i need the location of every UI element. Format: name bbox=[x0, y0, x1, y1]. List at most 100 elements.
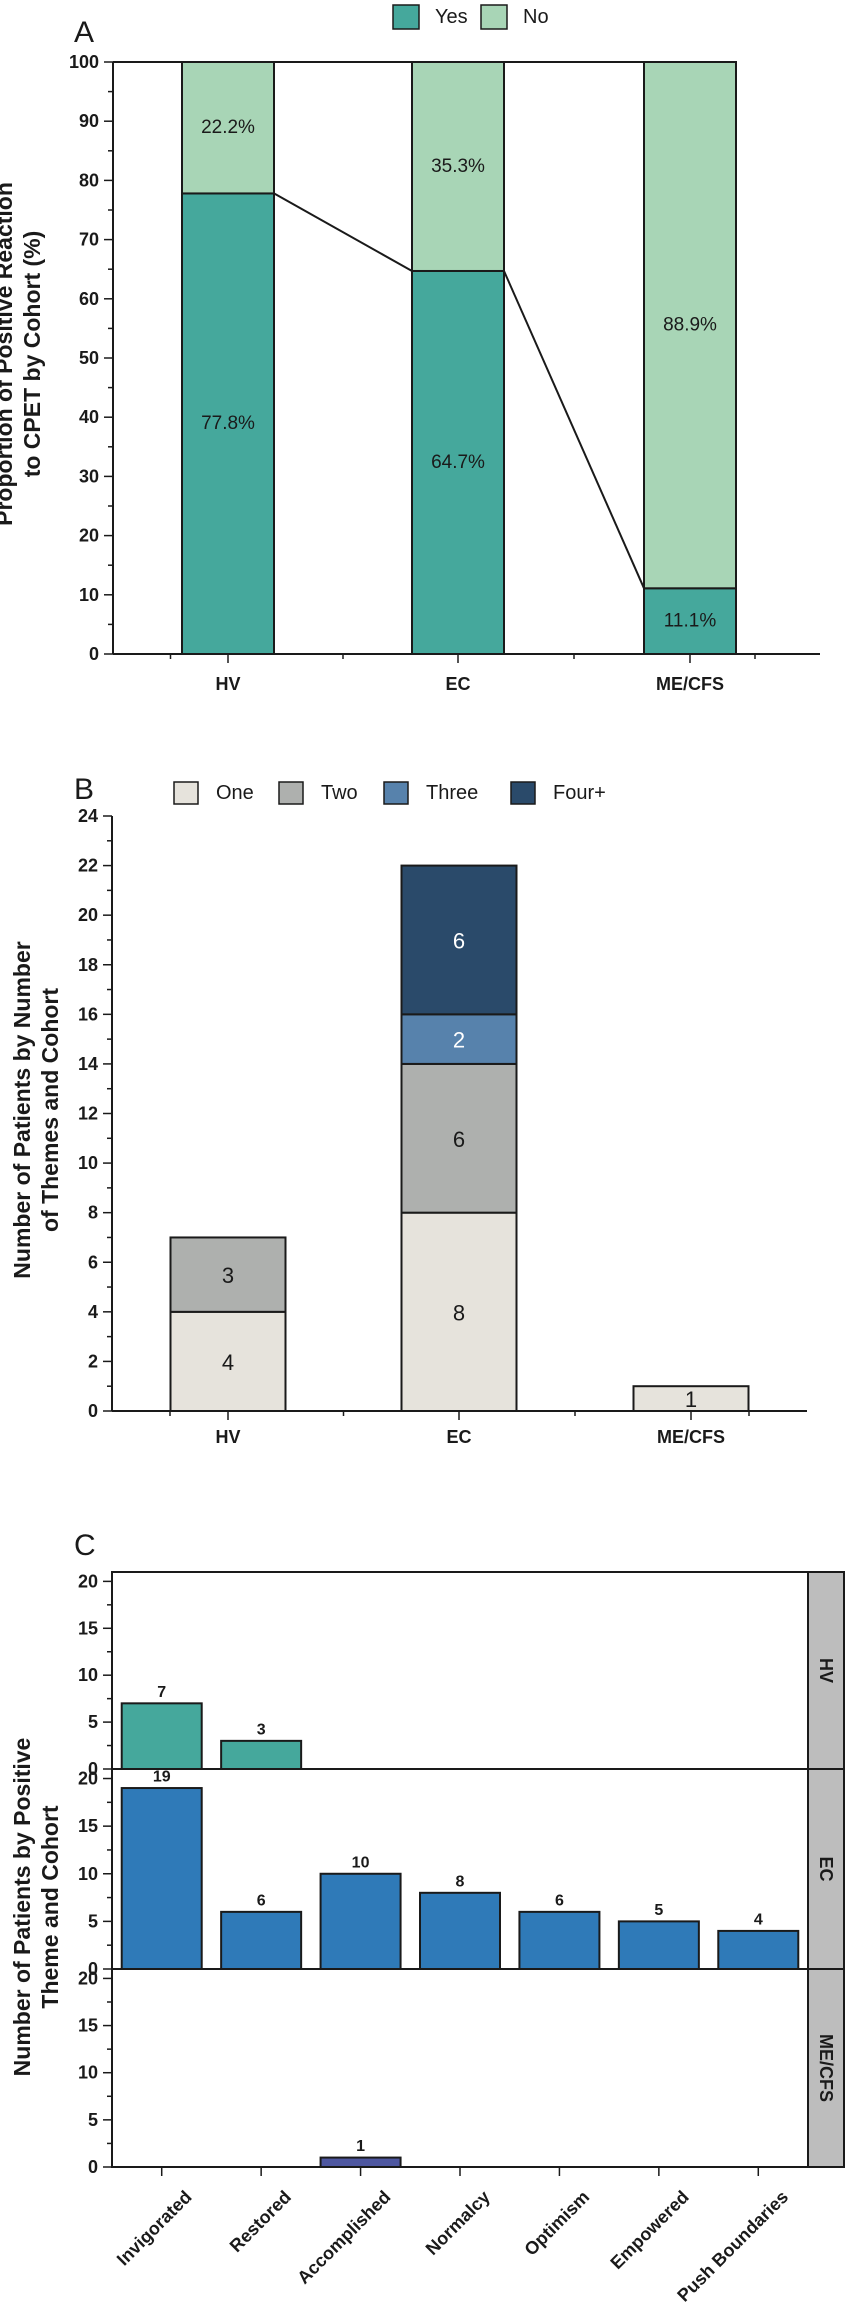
panel-b-y-tick-label: 6 bbox=[88, 1252, 98, 1272]
panel-c-facet-me-cfs-y-tick-label: 5 bbox=[88, 2110, 98, 2130]
panel-c-facet-hv-y-tick-label: 5 bbox=[88, 1712, 98, 1732]
panel-c-facet-ec-data-label-optimism: 6 bbox=[555, 1892, 564, 1909]
panel-b-y-tick-label: 20 bbox=[78, 905, 98, 925]
panel-c-facet-me-cfs-y-tick-label: 15 bbox=[78, 2016, 98, 2036]
panel-b-ylabel-line-1: Number of Patients by Number bbox=[9, 941, 35, 1278]
panel-c-facet-ec-data-label-push-boundaries: 4 bbox=[754, 1911, 763, 1928]
panel-a-data-label-me-cfs-no: 88.9% bbox=[663, 315, 717, 336]
panel-c-facet-me-cfs-data-label-accomplished: 1 bbox=[356, 2138, 365, 2155]
panel-a-data-label-hv-no: 22.2% bbox=[201, 117, 255, 138]
panel-a-bar-ec-no bbox=[411, 61, 505, 272]
panel-b-legend-label-three: Three bbox=[426, 782, 478, 804]
panel-a-x-tick-label-ec: EC bbox=[445, 674, 470, 694]
panel-a-y-tick-label: 100 bbox=[69, 52, 99, 72]
panel-a-legend-swatch-yes bbox=[392, 4, 420, 30]
panel-c-facet-ec-bar-accomplished bbox=[319, 1872, 402, 1971]
panel-b-data-label-ec-three: 2 bbox=[453, 1028, 465, 1053]
panel-a-connector-line bbox=[273, 192, 413, 272]
panel-a-y-tick-label: 50 bbox=[79, 348, 99, 368]
panel-a-connector-line bbox=[503, 270, 645, 589]
panel-c-facet-me-cfs-strip bbox=[807, 1968, 845, 2168]
panel-c-facet-me-cfs-y-tick-label: 10 bbox=[78, 2063, 98, 2083]
panel-a-bar-ec-yes bbox=[411, 269, 505, 655]
panel-a-y-tick-label: 10 bbox=[79, 585, 99, 605]
panel-b-y-tick-label: 12 bbox=[78, 1104, 98, 1124]
panel-a-legend-label-no: No bbox=[523, 6, 549, 28]
panel-b-legend: One Two Three Four+ bbox=[173, 781, 606, 805]
panel-c-facet-ec-y-tick-label: 0 bbox=[88, 1959, 98, 1979]
panel-b-y-tick-label: 22 bbox=[78, 856, 98, 876]
panel-c-facet-hv-y-tick-label: 20 bbox=[78, 1571, 98, 1591]
panel-a-bars: 77.8% 22.2% 64.7% 35.3% 11.1% 88.9% bbox=[181, 61, 737, 656]
panel-a-data-label-hv-yes: 77.8% bbox=[201, 413, 255, 434]
panel-c-facet-hv-y-tick-label: 10 bbox=[78, 1665, 98, 1685]
panel-c-facet-ec-bar-push-boundaries bbox=[717, 1929, 800, 1971]
panel-c-facet-ec-y-tick-label: 20 bbox=[78, 1769, 98, 1789]
panel-a-legend: Yes No bbox=[392, 4, 549, 30]
panel-b-y-tick-label: 14 bbox=[78, 1054, 98, 1074]
panel-c-facet-hv-data-label-restored: 3 bbox=[257, 1721, 266, 1738]
panel-b-y-tick-label: 8 bbox=[88, 1203, 98, 1223]
panel-c-facet-ec-data-label-normalcy: 8 bbox=[456, 1873, 465, 1890]
panel-b-y-tick-label: 18 bbox=[78, 955, 98, 975]
panel-b-legend-label-two: Two bbox=[321, 782, 358, 804]
panel-a-letter: A bbox=[74, 16, 94, 49]
panel-a-y-tick-label: 60 bbox=[79, 289, 99, 309]
panel-b-bar-hv-two bbox=[169, 1236, 287, 1313]
panel-a-data-label-ec-yes: 64.7% bbox=[431, 452, 485, 473]
panel-a-legend-swatch-no bbox=[480, 4, 508, 30]
panel-c-facet-hv-data-label-invigorated: 7 bbox=[157, 1684, 166, 1701]
panel-b-legend-swatch-four bbox=[510, 781, 536, 805]
panel-c-facet-me-cfs-y-tick-label: 0 bbox=[88, 2157, 98, 2177]
panel-c-facet-ec-bar-normalcy bbox=[419, 1891, 501, 1971]
panel-a: A Proportion of Positive Reaction to CPE… bbox=[0, 4, 820, 694]
panel-b-y-tick-label: 24 bbox=[78, 806, 98, 826]
panel-a-y-tick-label: 0 bbox=[89, 644, 99, 664]
panel-c-facet-me-cfs-strip-label: ME/CFS bbox=[816, 2034, 836, 2102]
panel-b-y-tick-label: 10 bbox=[78, 1153, 98, 1173]
panel-a-y-tick-label: 90 bbox=[79, 111, 99, 131]
panel-b-data-label-ec-one: 8 bbox=[453, 1300, 465, 1325]
panel-c-facet-ec-data-label-restored: 6 bbox=[257, 1892, 266, 1909]
panel-a-ylabel-line-1: Proportion of Positive Reaction bbox=[0, 182, 17, 526]
panel-c-facet-hv-bar-invigorated bbox=[120, 1702, 203, 1771]
panel-b-x-tick-label-hv: HV bbox=[215, 1427, 240, 1447]
panel-c-facet-ec-data-label-accomplished: 10 bbox=[352, 1854, 370, 1871]
panel-b-letter: B bbox=[74, 773, 94, 806]
panel-c-facet-hv-y-tick-label: 15 bbox=[78, 1618, 98, 1638]
panel-c-facet-ec-y-tick-label: 15 bbox=[78, 1816, 98, 1836]
panel-b-data-label-ec-four: 6 bbox=[453, 928, 465, 953]
panel-b-y-tick-label: 2 bbox=[88, 1351, 98, 1371]
panel-c-facet-hv-y-tick-label: 0 bbox=[88, 1759, 98, 1779]
panel-b-x-tick-label-ec: EC bbox=[446, 1427, 471, 1447]
panel-a-bar-hv-no bbox=[181, 61, 275, 195]
panel-c-ylabel-line-1: Number of Patients by Positive bbox=[9, 1738, 35, 2077]
panel-c-facet-ec-data-label-invigorated: 19 bbox=[153, 1769, 171, 1786]
panel-c-facet-ec-bar-invigorated bbox=[120, 1787, 203, 1970]
panel-c-facet-hv-bar-restored bbox=[220, 1739, 303, 1771]
panel-c-facet-ec-bar-optimism bbox=[518, 1910, 601, 1971]
panel-a-y-tick-label: 80 bbox=[79, 170, 99, 190]
panel-b-data-label-hv-one: 4 bbox=[222, 1350, 234, 1375]
panel-c-facet-ec-bar-empowered bbox=[617, 1920, 700, 1971]
panel-c-facet-ec-strip-label: EC bbox=[816, 1856, 836, 1881]
panel-b-bar-ec-four bbox=[400, 864, 518, 1016]
panel-a-bar-me-cfs-no bbox=[643, 61, 737, 590]
panel-a-y-tick-label: 20 bbox=[79, 526, 99, 546]
panel-a-x-tick-label-hv: HV bbox=[215, 674, 240, 694]
panel-b-y-tick-label: 16 bbox=[78, 1004, 98, 1024]
panel-c-letter: C bbox=[74, 1529, 96, 1562]
panel-b-bars: 4 3 8 6 2 6 1 bbox=[169, 864, 750, 1412]
panel-a-y-tick-label: 30 bbox=[79, 466, 99, 486]
panel-c-facet-ec-strip bbox=[807, 1768, 845, 1970]
panel-b-y-tick-label: 0 bbox=[88, 1401, 98, 1421]
panel-b-legend-label-four: Four+ bbox=[553, 782, 606, 804]
panel-b-legend-swatch-one bbox=[173, 781, 199, 805]
panel-a-bar-me-cfs-yes bbox=[643, 587, 737, 656]
panel-b-legend-swatch-two bbox=[278, 781, 304, 805]
panel-c-ylabel-line-2: Theme and Cohort bbox=[37, 1805, 63, 2009]
panel-a-bar-hv-yes bbox=[181, 192, 275, 655]
panel-b-legend-swatch-three bbox=[383, 781, 409, 805]
panel-a-y-tick-label: 40 bbox=[79, 407, 99, 427]
panel-b-y-tick-label: 4 bbox=[88, 1302, 98, 1322]
